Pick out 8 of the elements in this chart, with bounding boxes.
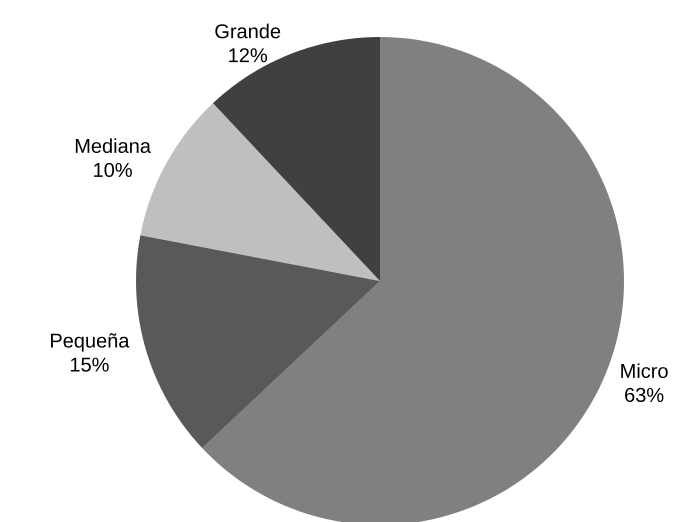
slice-label: Pequeña [51, 333, 130, 352]
slice-label: Mediana [76, 138, 151, 154]
slice-label: Micro [621, 363, 668, 378]
data-label: 15% [70, 358, 109, 372]
slice-label: Grande [215, 24, 280, 38]
data-label: 63% [625, 388, 664, 402]
data-label: 10% [94, 162, 132, 178]
data-label: 12% [229, 48, 267, 62]
